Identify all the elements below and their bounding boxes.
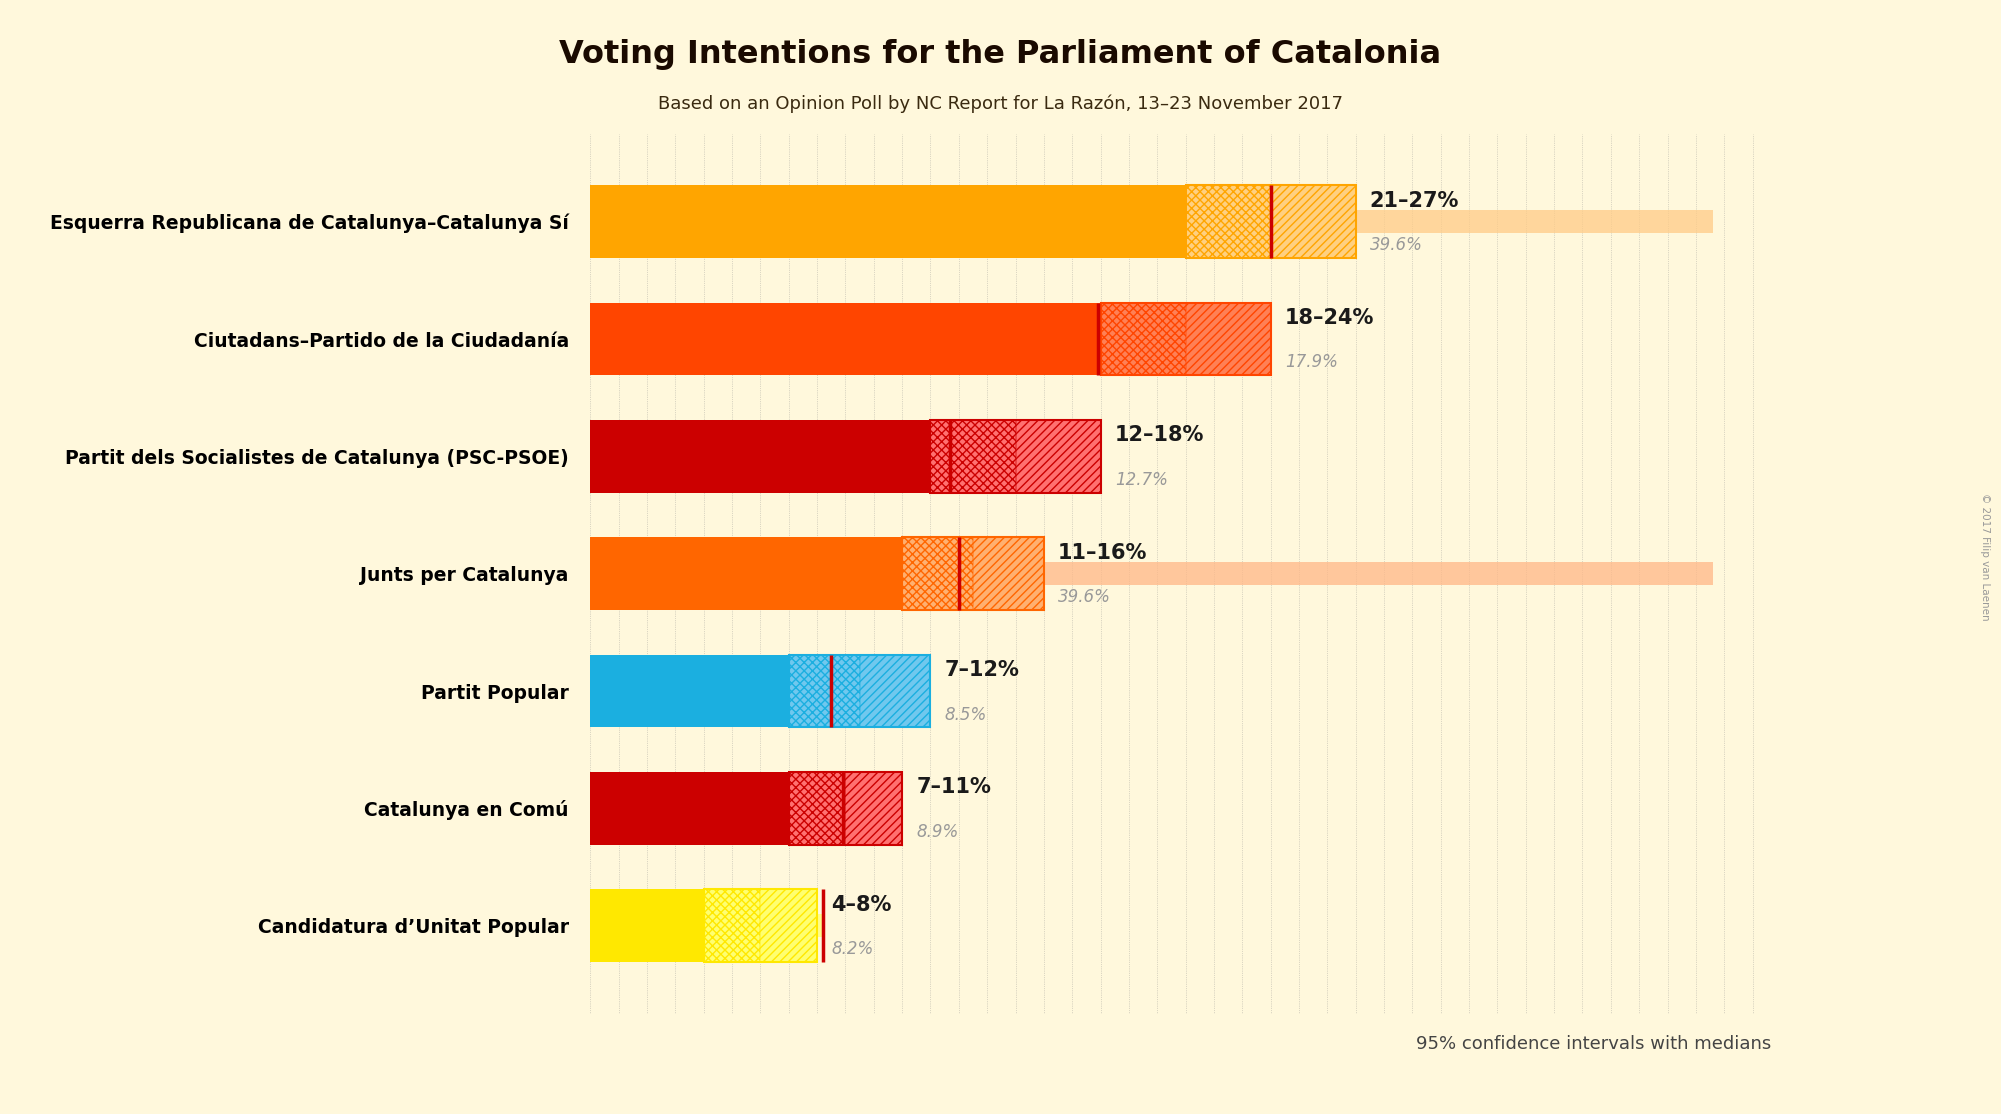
Bar — [590, 444, 1101, 468]
Bar — [590, 680, 930, 703]
Text: 21–27%: 21–27% — [1371, 190, 1459, 211]
Bar — [590, 797, 902, 820]
Bar — [704, 889, 760, 962]
Text: 17.9%: 17.9% — [1285, 353, 1339, 371]
Bar — [704, 889, 816, 962]
Bar — [902, 537, 972, 610]
Text: 12.7%: 12.7% — [1115, 471, 1169, 489]
Text: 4–8%: 4–8% — [830, 895, 892, 915]
Bar — [1017, 420, 1101, 492]
Bar — [788, 655, 930, 727]
Bar — [590, 913, 822, 938]
Text: 95% confidence intervals with medians: 95% confidence intervals with medians — [1415, 1035, 1771, 1053]
Bar — [1271, 185, 1357, 258]
Bar — [1101, 303, 1185, 375]
Bar — [1185, 303, 1271, 375]
Bar — [788, 655, 860, 727]
Bar — [930, 420, 1101, 492]
Text: Voting Intentions for the Parliament of Catalonia: Voting Intentions for the Parliament of … — [560, 39, 1441, 70]
Text: 11–16%: 11–16% — [1059, 543, 1147, 563]
Bar — [1185, 185, 1271, 258]
Bar — [1185, 303, 1271, 375]
Bar — [590, 889, 704, 962]
Bar — [1101, 303, 1185, 375]
Text: Based on an Opinion Poll by NC Report for La Razón, 13–23 November 2017: Based on an Opinion Poll by NC Report fo… — [658, 95, 1343, 114]
Text: 7–12%: 7–12% — [944, 659, 1021, 680]
Bar — [860, 655, 930, 727]
Bar — [704, 889, 760, 962]
Bar — [930, 420, 1017, 492]
Bar — [590, 561, 1713, 586]
Text: 8.5%: 8.5% — [944, 705, 986, 723]
Bar — [788, 772, 846, 844]
Bar — [846, 772, 902, 844]
Bar — [590, 185, 1185, 258]
Bar — [860, 655, 930, 727]
Bar — [590, 537, 902, 610]
Bar — [972, 537, 1045, 610]
Bar — [788, 772, 902, 844]
Bar — [590, 772, 788, 844]
Bar — [590, 209, 1713, 234]
Bar — [1185, 185, 1271, 258]
Text: 8.2%: 8.2% — [830, 940, 874, 958]
Bar — [1271, 185, 1357, 258]
Bar — [590, 303, 1101, 375]
Bar — [1101, 303, 1271, 375]
Text: 7–11%: 7–11% — [916, 778, 990, 798]
Text: 39.6%: 39.6% — [1059, 588, 1111, 606]
Bar — [1045, 561, 1713, 586]
Bar — [590, 420, 930, 492]
Bar — [846, 772, 902, 844]
Bar — [1185, 185, 1357, 258]
Text: 18–24%: 18–24% — [1285, 307, 1375, 328]
Text: 12–18%: 12–18% — [1115, 426, 1205, 446]
Bar — [1017, 420, 1101, 492]
Bar — [788, 772, 846, 844]
Text: © 2017 Filip van Laenen: © 2017 Filip van Laenen — [1981, 494, 1989, 620]
Bar — [760, 889, 816, 962]
Bar — [972, 537, 1045, 610]
Bar — [902, 537, 972, 610]
Bar — [930, 420, 1017, 492]
Text: 39.6%: 39.6% — [1371, 236, 1423, 254]
Bar — [760, 889, 816, 962]
Bar — [1357, 209, 1713, 234]
Bar — [590, 328, 1271, 351]
Bar — [788, 655, 860, 727]
Text: 8.9%: 8.9% — [916, 823, 958, 841]
Bar — [816, 913, 822, 938]
Bar — [590, 655, 788, 727]
Bar — [902, 537, 1045, 610]
